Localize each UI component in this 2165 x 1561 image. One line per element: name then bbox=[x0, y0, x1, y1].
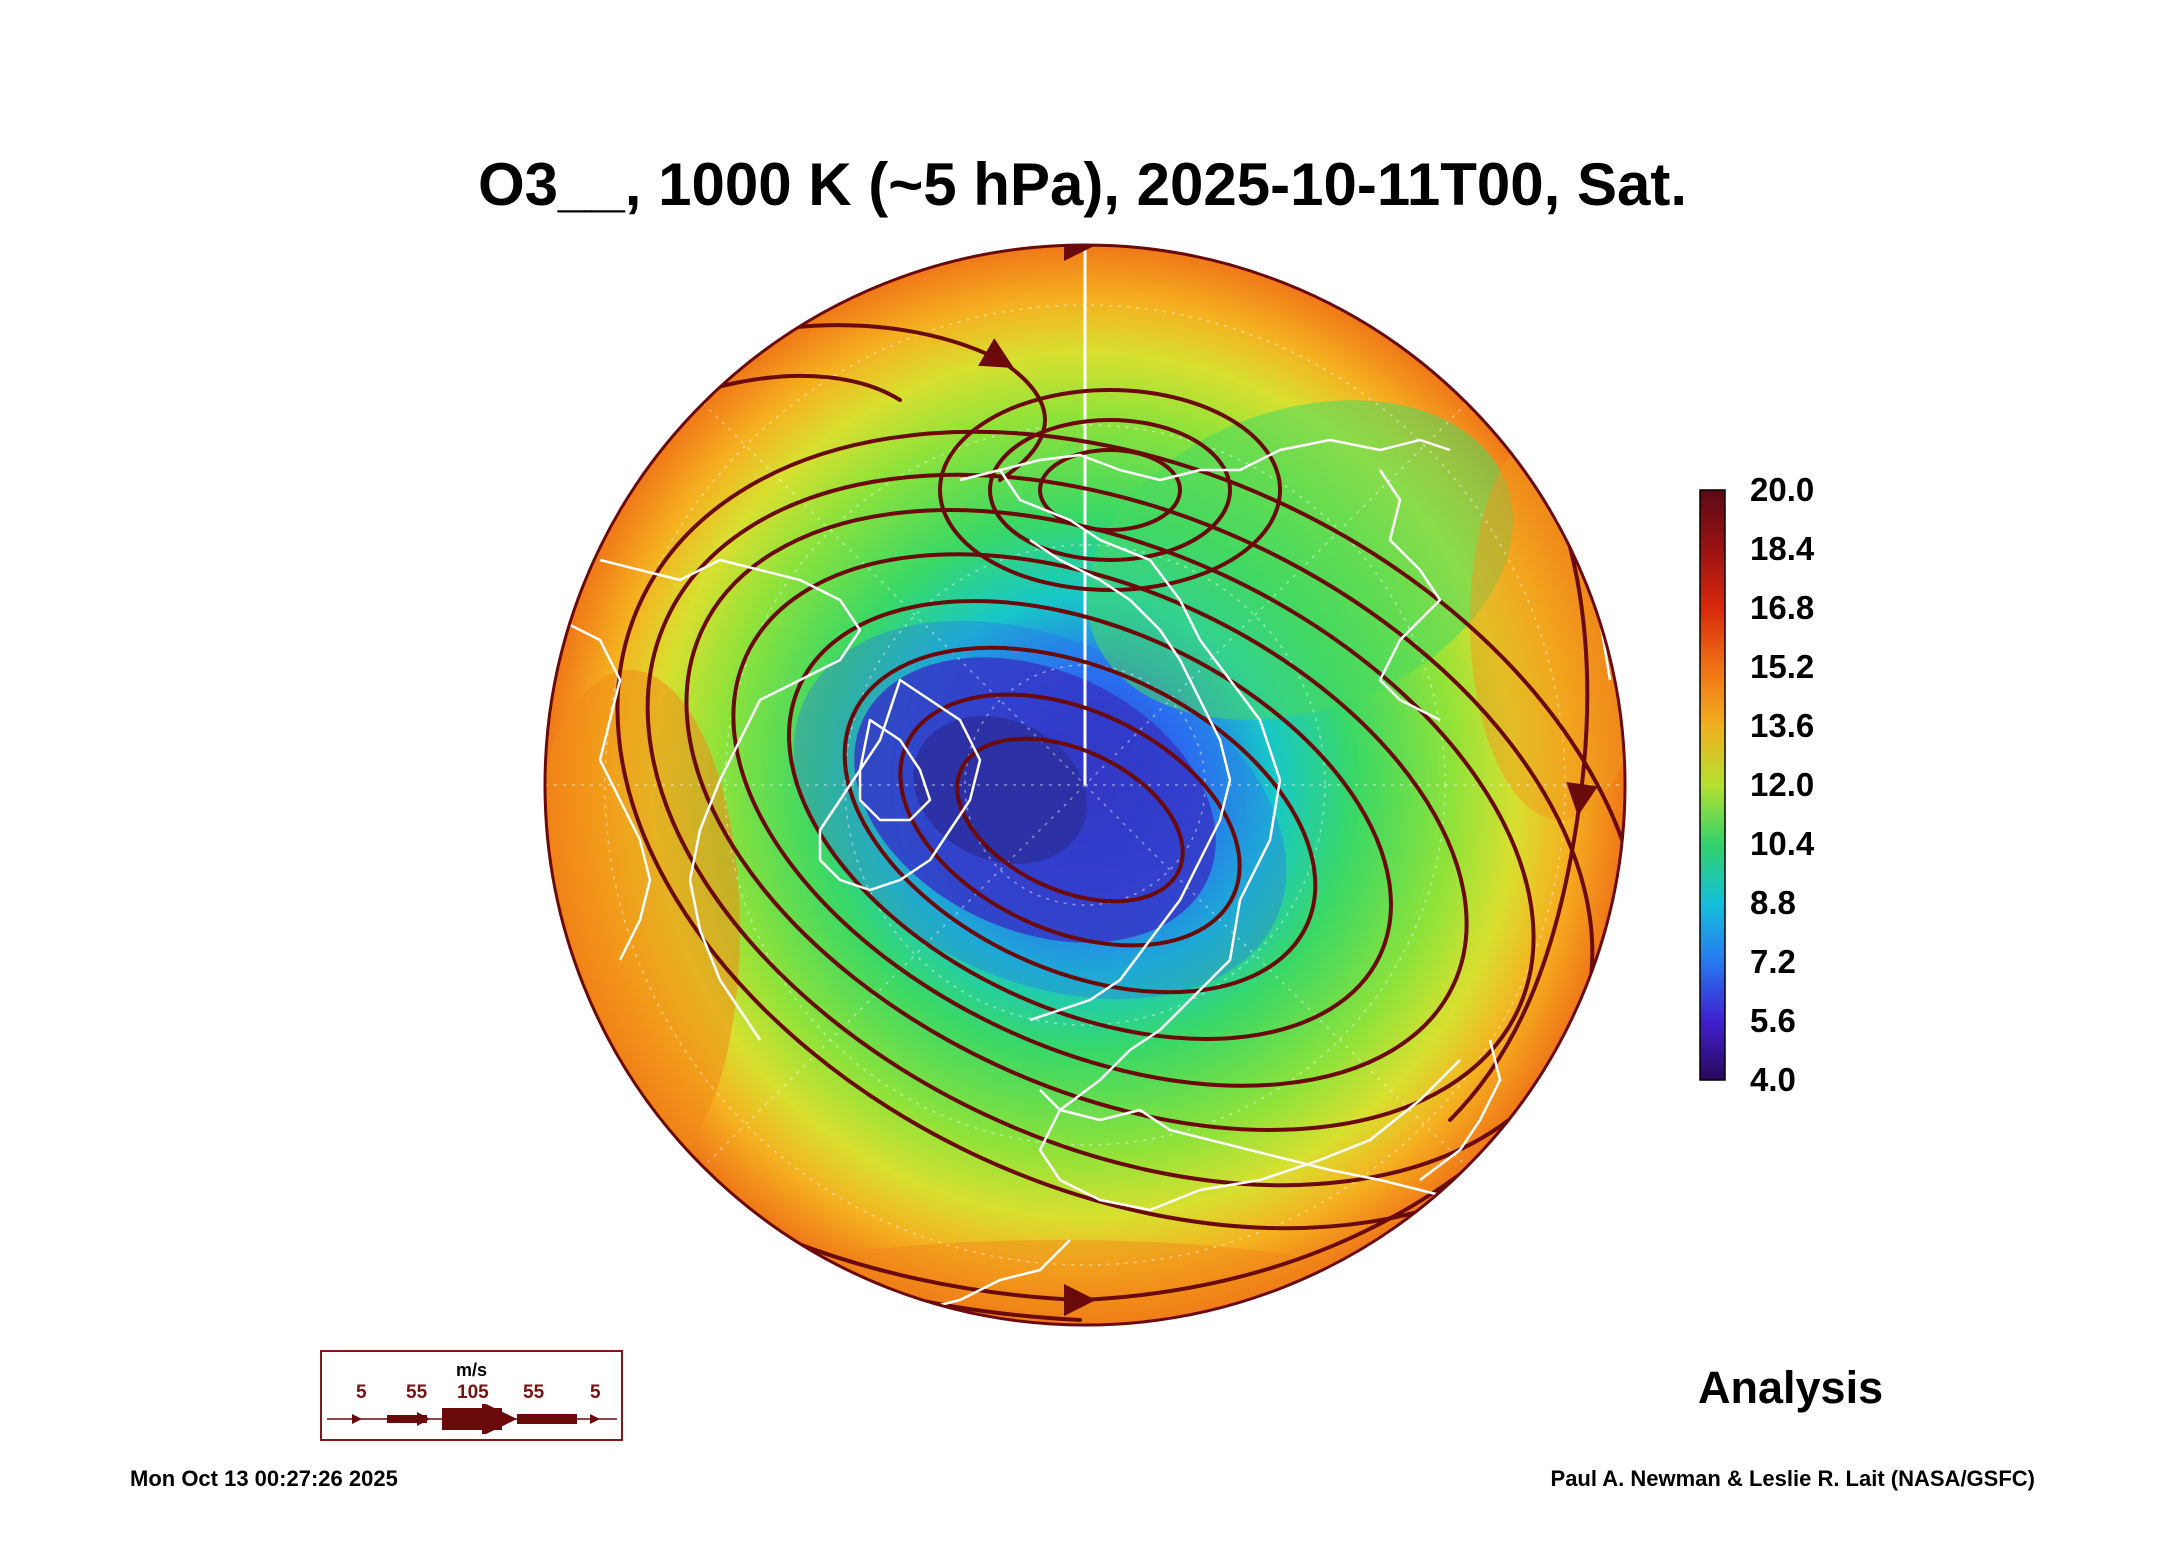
wind-legend-speed: 55 bbox=[406, 1382, 428, 1403]
chart-title: O3__, 1000 K (~5 hPa), 2025-10-11T00, Sa… bbox=[477, 151, 1688, 218]
wind-legend-speed: 5 bbox=[356, 1382, 367, 1403]
wind-legend-speed: 55 bbox=[523, 1382, 545, 1403]
colorbar-label: 15.2 bbox=[1750, 648, 1815, 685]
credit: Paul A. Newman & Leslie R. Lait (NASA/GS… bbox=[1550, 1466, 2035, 1491]
analysis-label: Analysis bbox=[1698, 1362, 1884, 1413]
colorbar-label: 7.2 bbox=[1750, 943, 1796, 980]
colorbar-label: 16.8 bbox=[1750, 589, 1815, 626]
wind-legend-arrows bbox=[327, 1404, 617, 1434]
colorbar-label: 5.6 bbox=[1750, 1002, 1796, 1039]
coastlines bbox=[559, 438, 1612, 1312]
wind-legend-unit: m/s bbox=[455, 1360, 488, 1380]
colorbar-label: 12.0 bbox=[1750, 766, 1815, 803]
colorbar-label: 13.6 bbox=[1750, 707, 1815, 744]
colorbar-label: 8.8 bbox=[1750, 884, 1796, 921]
colorbar-label: 4.0 bbox=[1750, 1061, 1796, 1098]
colorbar-label: 20.0 bbox=[1750, 471, 1815, 508]
colorbar-label: 18.4 bbox=[1750, 530, 1815, 567]
globe bbox=[543, 243, 1627, 1327]
wind-legend-speed: 105 bbox=[457, 1382, 489, 1403]
colorbar bbox=[1699, 489, 1726, 1081]
wind-legend-speed: 5 bbox=[590, 1382, 601, 1403]
colorbar-label: 10.4 bbox=[1750, 825, 1815, 862]
wind-speed-legend: m/s 5 55 105 55 5 bbox=[320, 1350, 623, 1441]
timestamp: Mon Oct 13 00:27:26 2025 bbox=[130, 1466, 398, 1491]
